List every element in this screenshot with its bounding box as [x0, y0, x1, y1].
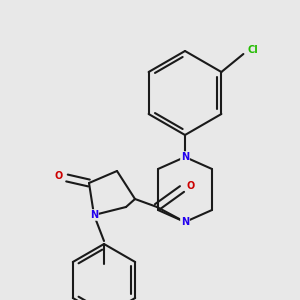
- Text: N: N: [181, 217, 189, 227]
- Text: N: N: [90, 210, 98, 220]
- Text: O: O: [187, 181, 195, 191]
- Text: O: O: [55, 171, 63, 181]
- Text: Cl: Cl: [248, 45, 259, 55]
- Text: N: N: [181, 152, 189, 162]
